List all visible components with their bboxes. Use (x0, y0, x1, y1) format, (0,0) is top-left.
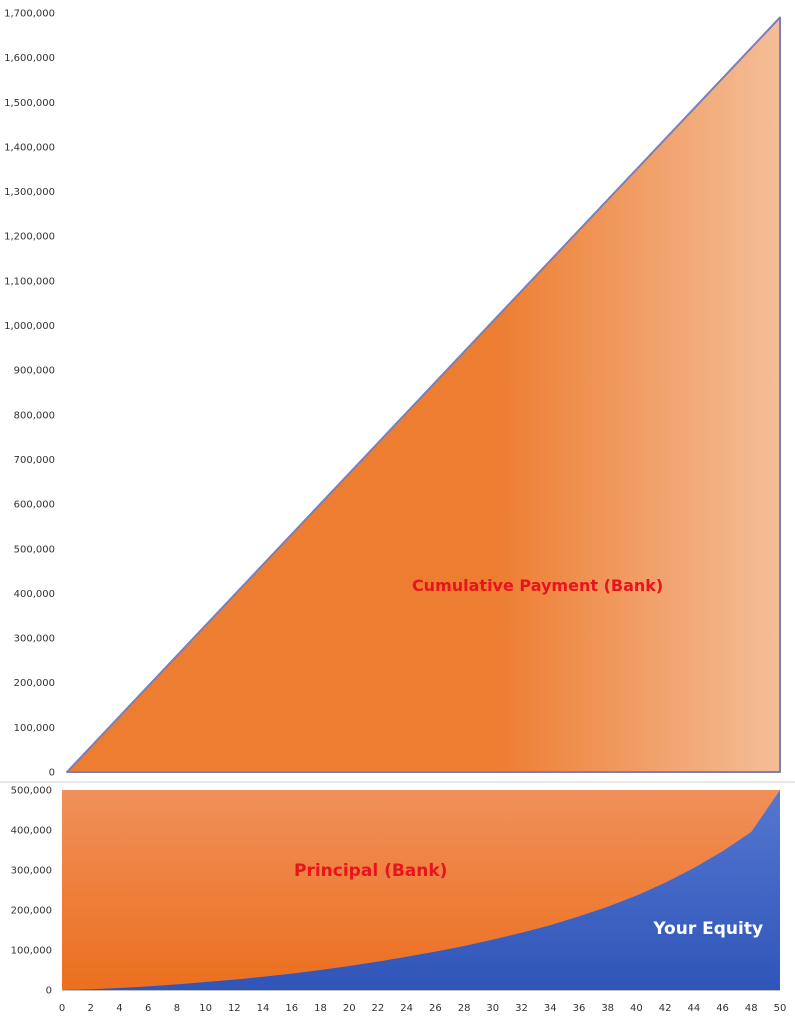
x-tick-label: 4 (116, 1003, 122, 1014)
y-tick-label: 100,000 (11, 946, 52, 957)
y-tick-label: 700,000 (14, 455, 55, 466)
y-tick-label: 400,000 (14, 589, 55, 600)
y-tick-label: 600,000 (14, 500, 55, 511)
x-tick-label: 50 (774, 1003, 787, 1014)
y-tick-label: 1,500,000 (4, 98, 55, 109)
cumulative-payment-chart: 0 100,000 200,000 300,000 400,000 500,000 600,… (0, 9, 795, 783)
y-tick-label: 0 (46, 986, 52, 997)
cumulative-payment-label: Cumulative Payment (Bank) (412, 576, 663, 595)
x-tick-label: 18 (314, 1003, 327, 1014)
y-tick-label: 200,000 (11, 906, 52, 917)
x-tick-label: 2 (88, 1003, 94, 1014)
y-tick-label: 1,600,000 (4, 53, 55, 64)
y-tick-label: 1,400,000 (4, 142, 55, 153)
y-tick-label: 900,000 (14, 366, 55, 377)
x-tick-label: 44 (687, 1003, 700, 1014)
x-tick-label: 32 (515, 1003, 528, 1014)
y-tick-label: 1,200,000 (4, 232, 55, 243)
y-tick-label: 1,000,000 (4, 321, 55, 332)
x-tick-label: 8 (174, 1003, 180, 1014)
x-tick-label: 24 (400, 1003, 413, 1014)
x-tick-label: 28 (458, 1003, 471, 1014)
x-tick-label: 48 (745, 1003, 758, 1014)
y-tick-label: 200,000 (14, 678, 55, 689)
x-tick-label: 20 (343, 1003, 356, 1014)
x-tick-label: 10 (199, 1003, 212, 1014)
y-tick-label: 300,000 (14, 634, 55, 645)
y-tick-label: 800,000 (14, 410, 55, 421)
y-tick-label: 500,000 (11, 786, 52, 797)
x-tick-label: 16 (285, 1003, 298, 1014)
x-tick-label: 42 (659, 1003, 672, 1014)
principal-label: Principal (Bank) (294, 861, 447, 881)
x-tick-label: 36 (573, 1003, 586, 1014)
y-tick-label: 100,000 (14, 723, 55, 734)
y-tick-label: 1,300,000 (4, 187, 55, 198)
y-tick-label: 1,100,000 (4, 276, 55, 287)
y-tick-label: 400,000 (11, 826, 52, 837)
equity-area (62, 790, 780, 990)
x-tick-label: 22 (372, 1003, 385, 1014)
y-tick-label: 500,000 (14, 544, 55, 555)
y-tick-label: 300,000 (11, 866, 52, 877)
x-tick-label: 46 (716, 1003, 729, 1014)
equity-label: Your Equity (652, 919, 763, 939)
cumulative-payment-area (66, 16, 781, 773)
x-tick-label: 14 (257, 1003, 270, 1014)
x-tick-label: 12 (228, 1003, 241, 1014)
x-tick-label: 0 (59, 1003, 65, 1014)
x-tick-label: 30 (486, 1003, 499, 1014)
x-tick-label: 38 (601, 1003, 614, 1014)
x-tick-label: 26 (429, 1003, 442, 1014)
x-tick-label: 34 (544, 1003, 557, 1014)
x-tick-label: 40 (630, 1003, 643, 1014)
x-tick-label: 6 (145, 1003, 151, 1014)
y-tick-label: 0 (49, 768, 55, 779)
y-tick-label: 1,700,000 (4, 9, 55, 20)
